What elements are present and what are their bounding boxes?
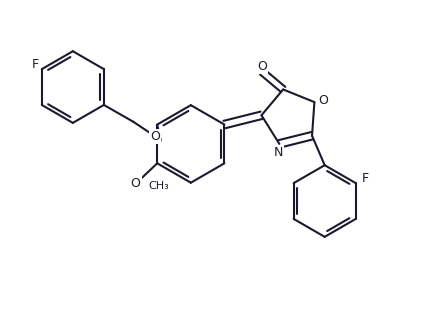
Text: N: N xyxy=(274,146,283,159)
Text: F: F xyxy=(32,58,39,71)
Text: F: F xyxy=(361,172,369,185)
Text: O: O xyxy=(150,130,160,143)
Text: CH₃: CH₃ xyxy=(148,181,169,191)
Text: O: O xyxy=(257,60,267,73)
Text: O: O xyxy=(319,94,329,107)
Text: O: O xyxy=(131,177,140,190)
